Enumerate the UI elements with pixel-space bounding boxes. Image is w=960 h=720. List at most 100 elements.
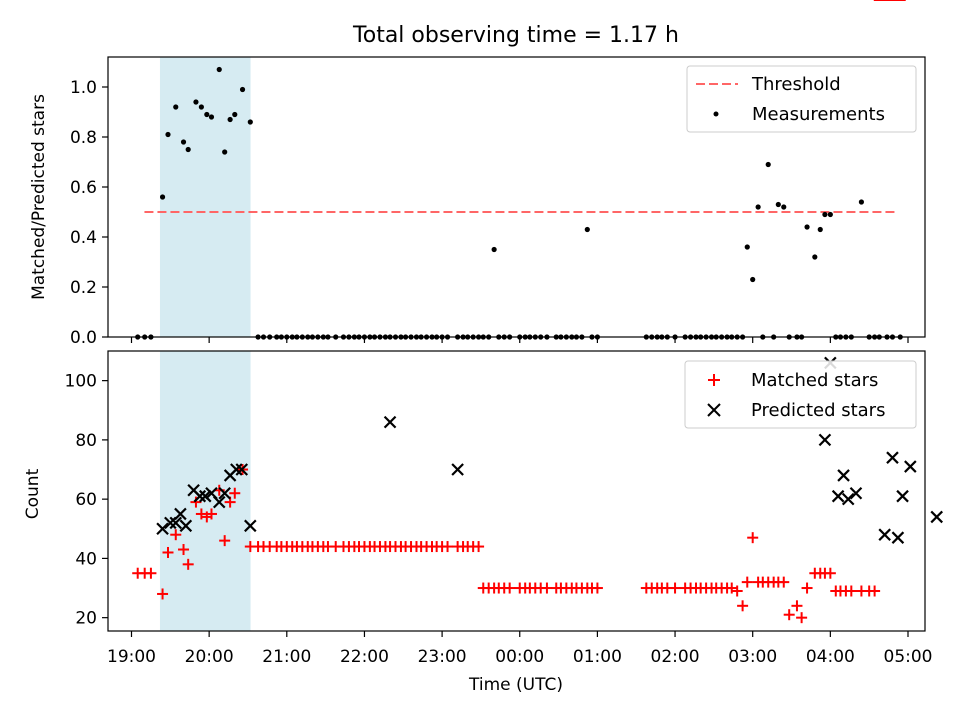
predicted-star-marker <box>930 510 944 524</box>
matched-stars-points <box>132 0 906 624</box>
matched-star-marker <box>591 582 603 594</box>
predicted-star-marker <box>198 489 212 503</box>
measurement-point <box>491 246 497 253</box>
predicted-star-marker <box>156 522 169 536</box>
panel-top-legend-box <box>686 65 917 133</box>
predicted-star-marker <box>831 489 845 503</box>
measurement-point <box>755 204 761 210</box>
matched-star-marker <box>824 567 836 579</box>
matched-star-marker <box>178 544 190 556</box>
predicted-star-marker <box>837 469 850 482</box>
measurement-point <box>165 131 171 138</box>
panel-bottom-legend-box <box>684 360 917 429</box>
matched-star-marker <box>845 585 857 597</box>
matched-star-marker <box>869 585 881 597</box>
matched-star-marker <box>219 535 231 547</box>
predicted-star-marker <box>451 463 464 476</box>
measurement-point <box>827 211 833 218</box>
predicted-star-marker <box>218 486 231 500</box>
panel-top-x-ticks <box>130 337 909 343</box>
measurement-point <box>765 161 771 168</box>
measurement-point <box>744 244 750 250</box>
predicted-star-marker <box>849 486 863 500</box>
measurement-point <box>227 116 233 123</box>
measurement-point <box>204 111 210 118</box>
x-tick-label: 04:00 <box>806 647 855 667</box>
measurement-point <box>804 224 810 230</box>
predicted-star-marker <box>230 463 243 476</box>
matched-star-marker <box>182 558 194 570</box>
predicted-star-marker <box>896 489 909 503</box>
panel-bottom-frame <box>107 350 926 632</box>
panel-top-legend: Threshold Measurements <box>686 65 917 133</box>
matched-star-marker <box>541 582 553 594</box>
measurement-point <box>185 146 191 153</box>
panel-bottom-y-label: Count <box>23 468 43 519</box>
x-tick-label: 20:00 <box>185 647 234 667</box>
measurement-point <box>216 66 222 73</box>
measurement-point <box>822 211 828 218</box>
panel-top-frame <box>107 56 926 338</box>
panel-bottom-x-ticks: 19:00 20:00 21:00 22:00 23:00 00:00 01:00 02:00… <box>107 631 933 667</box>
y-tick-label: 40 <box>75 549 97 569</box>
legend-measurements-swatch <box>713 111 719 117</box>
panel-bottom-legend: Matched stars Predicted stars <box>684 360 917 429</box>
matched-star-marker <box>442 541 454 553</box>
predicted-star-marker <box>244 519 257 533</box>
predicted-star-marker <box>169 516 183 530</box>
measurement-point <box>247 119 253 125</box>
x-tick-label: 22:00 <box>340 647 389 667</box>
legend-threshold-label: Threshold <box>751 74 841 95</box>
predicted-star-marker <box>193 489 207 503</box>
measurement-point <box>239 86 246 93</box>
matched-star-marker <box>157 588 169 600</box>
y-tick-label: 0.4 <box>70 228 97 248</box>
panel-bottom: 20 40 60 80 100 19:00 20:00 21:00 22:00 23:00 00:… <box>23 0 944 695</box>
matched-star-marker <box>731 585 743 597</box>
x-axis-label: Time (UTC) <box>468 675 563 695</box>
panel-bottom-y-ticks: 20 40 60 80 100 <box>65 372 108 629</box>
y-tick-label: 0.0 <box>70 328 97 348</box>
x-tick-label: 00:00 <box>495 647 544 667</box>
matched-star-marker <box>791 600 803 612</box>
measurement-point <box>775 201 781 208</box>
y-tick-label: 80 <box>75 431 97 451</box>
matched-star-marker <box>796 612 808 624</box>
x-tick-label: 21:00 <box>262 647 311 667</box>
panel-top-y-label: Matched/Predicted stars <box>29 94 49 300</box>
x-tick-label: 05:00 <box>884 647 933 667</box>
x-tick-label: 03:00 <box>728 647 777 667</box>
x-tick-label: 19:00 <box>107 647 156 667</box>
legend-matched-label: Matched stars <box>751 370 878 391</box>
y-tick-label: 0.2 <box>70 278 97 298</box>
matched-star-marker <box>669 582 681 594</box>
measurement-point <box>817 226 823 233</box>
matched-star-marker <box>145 567 157 579</box>
predicted-star-marker <box>174 507 187 521</box>
panel-top-highlight-span <box>159 57 251 337</box>
matched-star-marker <box>747 532 759 544</box>
measurement-point <box>222 149 228 155</box>
y-tick-label: 0.6 <box>70 178 97 198</box>
predicted-star-marker <box>904 460 917 473</box>
matched-star-marker <box>778 576 790 588</box>
matched-star-marker <box>741 576 753 588</box>
measurement-point <box>812 254 818 260</box>
measurement-point <box>858 199 865 205</box>
predicted-star-marker <box>235 463 249 476</box>
y-tick-label: 100 <box>65 372 97 392</box>
panel-top-y-ticks: 0.0 0.2 0.4 0.6 0.8 1.0 <box>70 78 108 348</box>
matched-star-marker <box>737 600 749 612</box>
measurement-point <box>781 204 787 210</box>
predicted-star-marker <box>179 519 193 533</box>
measurement-point <box>750 276 756 283</box>
matched-star-marker <box>190 496 202 508</box>
measurement-point <box>208 114 215 120</box>
matched-star-marker <box>162 546 174 558</box>
chart-title: Total observing time = 1.17 h <box>352 23 679 48</box>
predicted-star-marker <box>878 528 891 541</box>
predicted-star-marker <box>818 433 832 447</box>
measurement-point <box>180 139 187 145</box>
panel-top: 0.0 0.2 0.4 0.6 0.8 1.0 Matched/Predicted sta… <box>29 56 926 348</box>
